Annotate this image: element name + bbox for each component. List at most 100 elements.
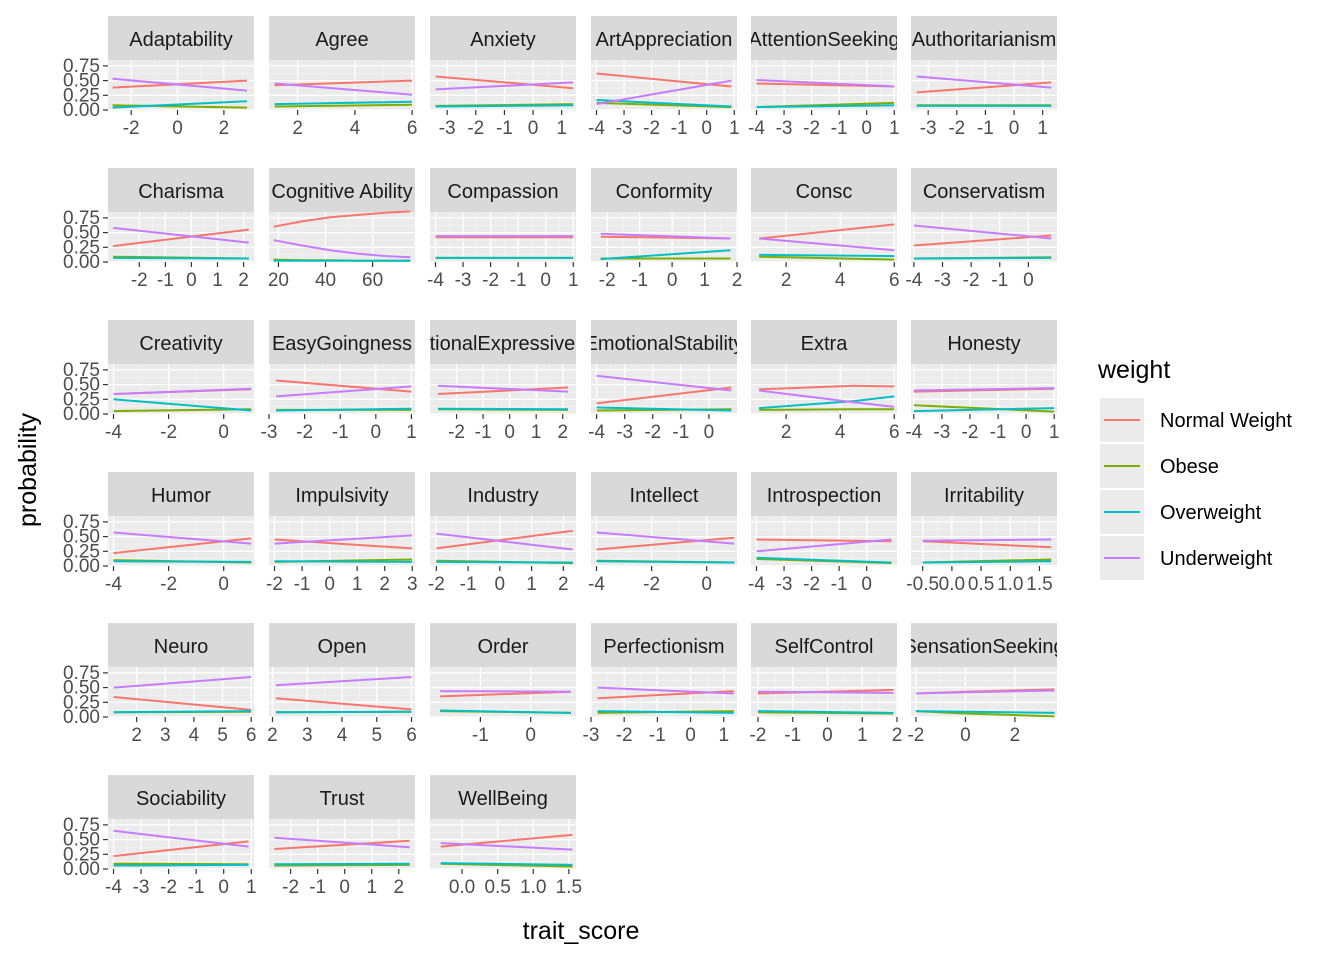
x-tick-label: -2: [123, 118, 140, 139]
facet-industry: Industry -2 -1 0 1 2: [428, 472, 576, 595]
series-line-underweight: [113, 226, 249, 244]
legend-label: Normal Weight: [1160, 410, 1292, 432]
x-tick-label: -3: [616, 422, 633, 443]
x-tick-label: 4: [835, 270, 846, 291]
x-tick-label: -4: [427, 270, 444, 291]
facet-title: SensationSeeking: [903, 636, 1064, 658]
x-tick-label: 0: [528, 118, 539, 139]
facet-title: Consc: [796, 181, 853, 203]
y-tick-label: 0.25: [63, 389, 100, 410]
series-line-obese: [274, 103, 413, 108]
x-tick-label: -1: [475, 422, 492, 443]
x-tick-label: 0: [218, 877, 229, 898]
x-tick-label: 4: [337, 725, 348, 746]
y-tick-label: 0.50: [63, 830, 100, 851]
series-line-underweight: [276, 385, 412, 398]
series-line-underweight: [113, 531, 252, 545]
x-tick-label: 1: [729, 118, 740, 139]
series-line-overweight: [756, 104, 895, 109]
x-tick-label: -2: [643, 574, 660, 595]
facet-strip: [108, 472, 254, 516]
x-tick-label: 0: [685, 725, 696, 746]
x-tick-label: -2: [448, 422, 465, 443]
series-line-underweight: [596, 374, 732, 392]
facet-title: Perfectionism: [603, 636, 724, 658]
x-tick-label: -1: [309, 877, 326, 898]
facet-title: Neuro: [154, 636, 208, 658]
series-line-normal-weight: [275, 697, 412, 711]
x-tick-label: 0: [960, 725, 971, 746]
x-tick-label: 0: [218, 422, 229, 443]
facet-emotionalexpressiveness: EmotionalExpressiveness-2 -1 0 1 2: [430, 320, 576, 443]
series-line-underweight: [113, 829, 249, 848]
y-tick-label: 0.00: [63, 252, 100, 273]
y-tick-label: 0.25: [63, 541, 100, 562]
facet-title: Impulsivity: [295, 485, 388, 507]
x-tick-label: 0.0: [939, 574, 965, 595]
x-tick-label: -4: [105, 574, 122, 595]
series-line-normal-weight: [276, 379, 412, 393]
x-tick-label: 1.0: [520, 877, 546, 898]
facet-agree: Agree 2 4 6: [269, 16, 417, 139]
x-tick-label: 0: [701, 574, 712, 595]
series-line-overweight: [113, 560, 252, 563]
x-tick-label: -2: [482, 270, 499, 291]
x-tick-label: 2: [267, 725, 278, 746]
series-line-obese: [913, 404, 1055, 413]
x-tick-label: -2: [616, 725, 633, 746]
facet-strip: [269, 168, 415, 212]
series-line-overweight: [274, 100, 413, 106]
facet-strip: [108, 623, 254, 667]
x-tick-label: -1: [332, 422, 349, 443]
facet-strip: [269, 320, 415, 364]
x-tick-label: -4: [748, 118, 765, 139]
series-line-overweight: [922, 560, 1052, 564]
facet-easygoingness: EasyGoingness -3 -2 -1 0 1: [261, 320, 417, 443]
series-line-normal-weight: [273, 210, 411, 228]
x-tick-label: 2: [393, 877, 404, 898]
x-tick-label: -2: [643, 118, 660, 139]
x-tick-label: 0: [701, 118, 712, 139]
facet-consc: Consc 2 4 6: [751, 168, 900, 291]
legend-label: Obese: [1160, 456, 1219, 478]
facet-strip: [751, 320, 897, 364]
y-tick-label: 0.75: [63, 663, 100, 684]
x-tick-label: -1: [472, 725, 489, 746]
x-tick-label: -1: [831, 574, 848, 595]
series-line-normal-weight: [113, 696, 252, 711]
series-line-underweight: [913, 387, 1055, 392]
x-tick-label: -4: [105, 877, 122, 898]
y-tick-label: 0.00: [63, 556, 100, 577]
series-line-normal-weight: [758, 223, 895, 240]
x-tick-label: 0: [861, 118, 872, 139]
x-tick-label: 1.0: [997, 574, 1023, 595]
series-line-underweight: [435, 81, 574, 91]
series-line-normal-weight: [759, 384, 895, 391]
facet-strip: [108, 16, 254, 60]
x-tick-label: -1: [649, 725, 666, 746]
facet-intellect: Intellect -4 -2 0: [588, 472, 737, 595]
x-tick-label: -3: [776, 574, 793, 595]
x-tick-label: -2: [467, 118, 484, 139]
facet-perfectionism: Perfectionism -3 -2 -1 0 1: [583, 623, 737, 746]
facet-strip: [591, 623, 737, 667]
x-tick-label: 1: [1049, 422, 1060, 443]
x-tick-label: -0.5: [906, 574, 939, 595]
facet-title: Adaptability: [129, 29, 232, 51]
y-tick-label: 0.50: [63, 527, 100, 548]
panel-background: [911, 60, 1057, 110]
facet-title: Introspection: [767, 485, 882, 507]
x-tick-label: 0: [339, 877, 350, 898]
series-line-overweight: [913, 407, 1055, 413]
series-line-normal-weight: [274, 538, 413, 550]
series-line-overweight: [440, 709, 572, 714]
y-tick-label: 0.00: [63, 859, 100, 880]
x-tick-label: 6: [406, 725, 417, 746]
series-line-underweight: [440, 690, 572, 693]
x-tick-label: 20: [268, 270, 289, 291]
series-line-underweight: [596, 531, 735, 545]
series-line-overweight: [759, 253, 895, 258]
x-tick-label: -2: [599, 270, 616, 291]
x-tick-label: 1: [366, 877, 377, 898]
x-tick-label: 0: [504, 422, 515, 443]
